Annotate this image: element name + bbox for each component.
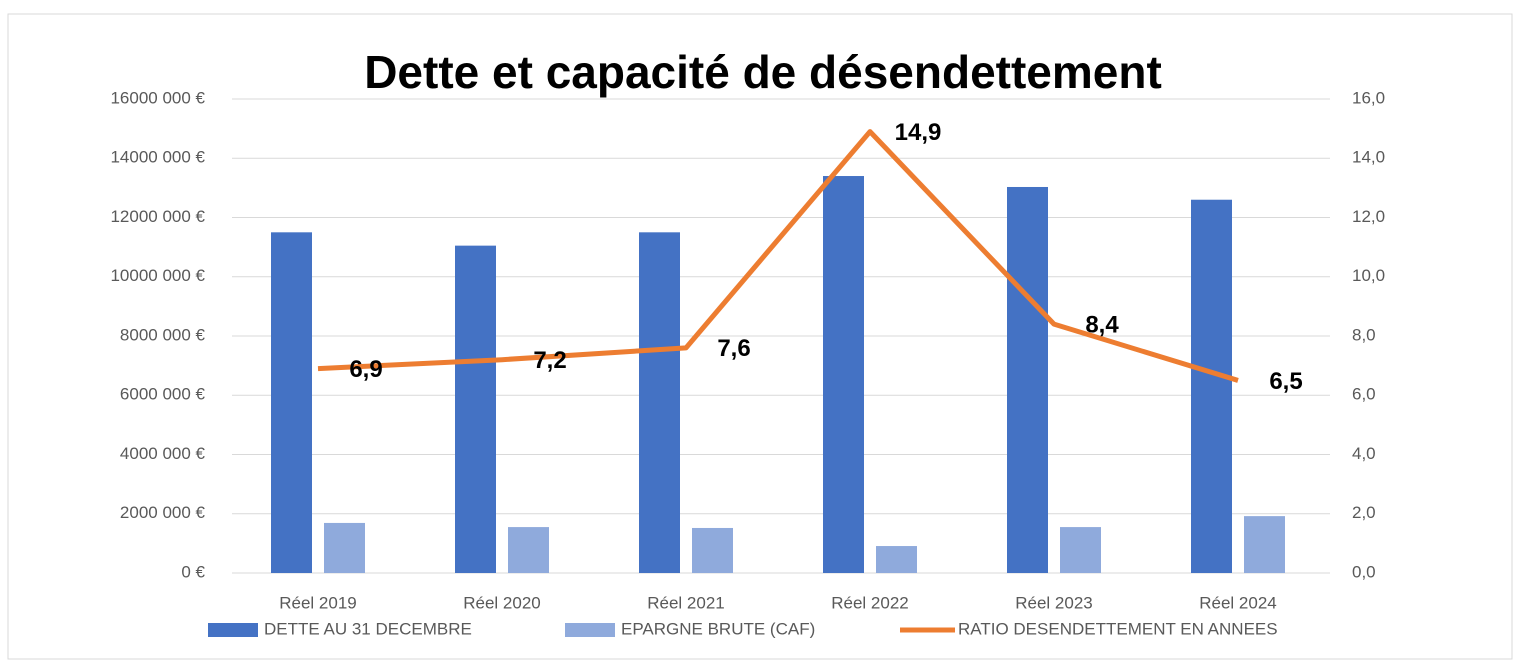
legend-label: EPARGNE BRUTE (CAF): [621, 619, 815, 638]
data-label: 14,9: [895, 119, 942, 146]
legend-label: RATIO DESENDETTEMENT EN ANNEES: [958, 619, 1278, 638]
data-label: 7,2: [533, 347, 566, 374]
y2-tick-label: 8,0: [1352, 325, 1376, 344]
y-tick-label: 4000 000 €: [120, 444, 206, 463]
y2-tick-label: 4,0: [1352, 444, 1376, 463]
data-label: 6,5: [1269, 368, 1302, 395]
y2-tick-label: 16,0: [1352, 88, 1385, 107]
bar: [508, 527, 549, 573]
bar: [455, 245, 496, 574]
bar: [876, 546, 917, 573]
x-tick-label: Réel 2022: [831, 593, 909, 612]
bar: [1060, 527, 1101, 573]
x-tick-label: Réel 2024: [1199, 593, 1277, 612]
bar: [639, 232, 680, 573]
y-tick-label: 2000 000 €: [120, 503, 206, 522]
y-tick-label: 10000 000 €: [110, 266, 205, 285]
ratio-line: [317, 129, 1239, 383]
data-label: 8,4: [1085, 311, 1119, 338]
y-tick-label: 6000 000 €: [120, 385, 206, 404]
legend-swatch: [208, 623, 258, 637]
bar: [823, 176, 864, 573]
x-tick-label: Réel 2021: [647, 593, 725, 612]
y2-tick-label: 14,0: [1352, 148, 1385, 167]
y2-tick-label: 6,0: [1352, 385, 1376, 404]
legend-swatch: [565, 623, 615, 637]
y2-tick-label: 0,0: [1352, 562, 1376, 581]
x-tick-label: Réel 2023: [1015, 593, 1093, 612]
data-label: 7,6: [717, 335, 750, 362]
y-tick-label: 8000 000 €: [120, 325, 206, 344]
chart-title: Dette et capacité de désendettement: [364, 46, 1162, 98]
bar: [1191, 199, 1232, 573]
bar: [1244, 516, 1285, 573]
y-tick-label: 12000 000 €: [110, 207, 205, 226]
y-tick-label: 16000 000 €: [110, 88, 205, 107]
bar: [271, 232, 312, 573]
y2-tick-label: 12,0: [1352, 207, 1385, 226]
y2-tick-label: 2,0: [1352, 503, 1376, 522]
x-tick-label: Réel 2019: [279, 593, 357, 612]
bar: [1007, 186, 1048, 573]
bar: [324, 522, 365, 573]
legend-label: DETTE AU 31 DECEMBRE: [264, 619, 472, 638]
bar: [692, 527, 733, 573]
y2-tick-label: 10,0: [1352, 266, 1385, 285]
y-tick-label: 0 €: [181, 562, 205, 581]
data-label: 6,9: [349, 356, 382, 383]
y-tick-label: 14000 000 €: [110, 148, 205, 167]
x-tick-label: Réel 2020: [463, 593, 541, 612]
